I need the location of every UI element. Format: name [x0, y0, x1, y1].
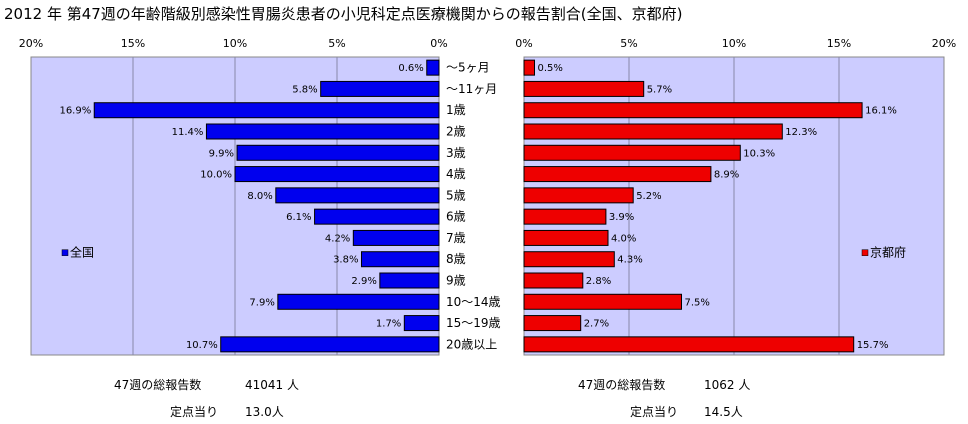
right-data-label: 7.5%	[685, 297, 710, 308]
right-tick-label: 20%	[932, 37, 956, 50]
left-data-label: 11.4%	[172, 127, 204, 138]
left-data-label: 8.0%	[247, 191, 272, 202]
right-data-label: 8.9%	[714, 170, 739, 181]
kyoto-per-site-label: 定点当り	[630, 405, 679, 419]
left-bar	[220, 336, 440, 353]
category-label: 3歳	[446, 146, 466, 160]
category-label: 10～14歳	[446, 295, 501, 309]
left-bar	[234, 166, 440, 183]
left-bar	[205, 123, 440, 140]
left-data-label: 2.9%	[351, 276, 376, 287]
left-data-label: 0.6%	[398, 63, 423, 74]
right-bar	[523, 166, 712, 183]
right-bar	[523, 102, 863, 119]
left-tick-label: 20%	[19, 37, 43, 50]
left-data-label: 1.7%	[376, 319, 401, 330]
right-bar	[523, 80, 645, 97]
category-label: 9歳	[446, 274, 466, 288]
left-bar	[352, 229, 440, 246]
category-label: 7歳	[446, 231, 466, 245]
right-data-label: 12.3%	[785, 127, 817, 138]
category-label: 5歳	[446, 188, 466, 202]
category-label: 4歳	[446, 167, 466, 181]
right-data-label: 3.9%	[609, 212, 634, 223]
left-bar	[320, 80, 440, 97]
right-tick-label: 5%	[620, 37, 637, 50]
left-bar	[360, 251, 440, 268]
left-data-label: 6.1%	[286, 212, 311, 223]
chart-title: 2012 年 第47週の年齢階級別感染性胃腸炎患者の小児科定点医療機関からの報告…	[4, 5, 683, 23]
right-tick-label: 15%	[827, 37, 851, 50]
right-tick-label: 10%	[722, 37, 746, 50]
right-bar	[523, 59, 535, 76]
right-tick-label: 0%	[515, 37, 532, 50]
right-data-label: 16.1%	[865, 106, 897, 117]
right-bar	[523, 315, 582, 332]
left-bar	[314, 208, 440, 225]
national-total-label: 47週の総報告数	[114, 378, 202, 392]
right-bar	[523, 144, 741, 161]
left-data-label: 10.7%	[186, 340, 218, 351]
left-bar	[93, 102, 440, 119]
right-data-label: 5.7%	[647, 84, 672, 95]
national-per-site-label: 定点当り	[170, 405, 219, 419]
national-total-value: 41041 人	[245, 378, 299, 392]
national-per-site-value: 13.0人	[245, 405, 284, 419]
right-legend-swatch	[861, 249, 869, 256]
left-data-label: 4.2%	[325, 233, 350, 244]
right-bar	[523, 272, 584, 289]
category-label: 20歳以上	[446, 337, 497, 351]
right-data-label: 0.5%	[538, 63, 563, 74]
left-bar	[275, 187, 440, 204]
left-bar	[426, 59, 440, 76]
left-data-label: 16.9%	[59, 106, 91, 117]
category-label: 8歳	[446, 252, 466, 266]
left-data-label: 7.9%	[249, 297, 274, 308]
left-legend-swatch	[61, 249, 69, 256]
left-tick-label: 10%	[223, 37, 247, 50]
kyoto-per-site-value: 14.5人	[704, 405, 743, 419]
category-label: 15～19歳	[446, 316, 501, 330]
category-label: 1歳	[446, 103, 466, 117]
left-data-label: 9.9%	[209, 148, 234, 159]
right-bar	[523, 293, 682, 310]
left-legend-label: 全国	[70, 245, 94, 260]
left-bar	[403, 315, 440, 332]
category-label: ～11ヶ月	[446, 82, 497, 96]
right-data-label: 4.0%	[611, 233, 636, 244]
right-data-label: 2.7%	[584, 319, 609, 330]
left-tick-label: 5%	[328, 37, 345, 50]
right-bar	[523, 336, 855, 353]
left-bar	[277, 293, 440, 310]
right-bar	[523, 208, 607, 225]
left-tick-label: 15%	[121, 37, 145, 50]
right-legend-label: 京都府	[870, 245, 906, 260]
left-tick-label: 0%	[430, 37, 447, 50]
left-data-label: 10.0%	[200, 170, 232, 181]
kyoto-total-label: 47週の総報告数	[578, 378, 666, 392]
right-data-label: 2.8%	[586, 276, 611, 287]
left-bar	[236, 144, 440, 161]
right-bar	[523, 251, 615, 268]
left-data-label: 3.8%	[333, 255, 358, 266]
category-label: 6歳	[446, 210, 466, 224]
category-label: 2歳	[446, 125, 466, 139]
left-data-label: 5.8%	[292, 84, 317, 95]
category-label: ～5ヶ月	[446, 61, 490, 75]
right-bar	[523, 123, 783, 140]
right-bar	[523, 187, 634, 204]
right-data-label: 10.3%	[743, 148, 775, 159]
right-data-label: 5.2%	[636, 191, 661, 202]
left-bar	[379, 272, 440, 289]
right-bar	[523, 229, 609, 246]
right-data-label: 15.7%	[857, 340, 889, 351]
right-data-label: 4.3%	[617, 255, 642, 266]
kyoto-total-value: 1062 人	[704, 378, 751, 392]
